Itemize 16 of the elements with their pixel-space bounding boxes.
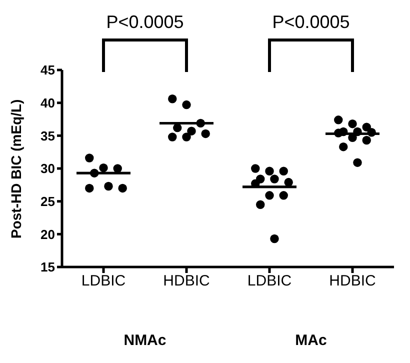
y-tick-label: 15: [40, 260, 55, 275]
y-tick-label: 25: [40, 194, 55, 209]
y-tick-label: 45: [40, 62, 55, 78]
y-tick-label: 35: [40, 128, 55, 144]
x-tick-label: HDBIC: [163, 272, 210, 290]
x-tick-label: HDBIC: [329, 272, 376, 290]
x-tick-label: LDBIC: [247, 272, 292, 290]
y-axis-title: Post-HD BIC (mEq/L): [8, 99, 24, 238]
x-axis-title: NMAc: [124, 332, 166, 349]
x-tick-label: LDBIC: [81, 272, 126, 290]
y-tick-label: 40: [40, 95, 55, 110]
text: P<0.0005: [272, 12, 350, 32]
y-tick-label: 30: [40, 161, 55, 176]
x-axis-title: MAc: [295, 332, 327, 349]
text: P<0.0005: [106, 12, 184, 32]
y-tick-label: 20: [40, 226, 55, 242]
